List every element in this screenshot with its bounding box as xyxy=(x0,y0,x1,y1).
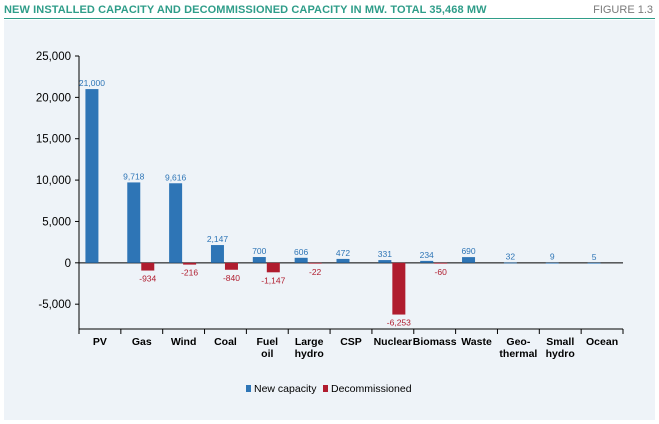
data-label-decommissioned: -216 xyxy=(181,268,198,278)
category-label: Nuclear xyxy=(374,336,413,348)
data-label-decommissioned: -1,147 xyxy=(261,275,285,285)
bar-new-capacity xyxy=(294,257,308,263)
y-tick-label: 10,000 xyxy=(36,175,71,187)
legend-swatch-decommissioned xyxy=(323,385,328,392)
bar-decommissioned xyxy=(224,262,238,270)
bar-decommissioned xyxy=(141,262,155,271)
category-label: PV xyxy=(93,336,107,348)
data-label-new: 9 xyxy=(550,252,555,262)
y-tick-label: -5,000 xyxy=(38,299,71,311)
legend-label-new: New capacity xyxy=(254,383,317,395)
data-label-decommissioned: -840 xyxy=(223,273,240,283)
category-label: Wind xyxy=(171,336,197,348)
bar-decommissioned xyxy=(392,262,406,315)
header-rule xyxy=(4,18,655,19)
data-label-new: 606 xyxy=(294,247,308,257)
category-label: Biomass xyxy=(413,336,457,348)
data-label-new: 32 xyxy=(506,252,516,262)
bar-new-capacity xyxy=(169,183,183,263)
data-label-new: 690 xyxy=(461,246,475,256)
legend-label-decommissioned: Decommissioned xyxy=(331,383,412,395)
chart-header: NEW INSTALLED CAPACITY AND DECOMMISSIONE… xyxy=(4,2,655,18)
bar-new-capacity xyxy=(420,260,434,263)
data-label-decommissioned: -934 xyxy=(139,274,156,284)
data-label-new: 9,616 xyxy=(165,172,187,182)
bar-decommissioned xyxy=(183,262,197,265)
category-label: Large hydro xyxy=(295,336,324,360)
bar-decommissioned xyxy=(308,262,322,264)
figure-number: FIGURE 1.3 xyxy=(593,4,653,16)
category-label: Ocean xyxy=(586,336,618,348)
category-label: Gas xyxy=(132,336,152,348)
bar-new-capacity xyxy=(587,262,601,264)
data-label-new: 2,147 xyxy=(207,234,229,244)
bar-decommissioned xyxy=(434,262,448,264)
category-label: Coal xyxy=(214,336,237,348)
y-tick-label: 25,000 xyxy=(36,51,71,63)
bar-new-capacity xyxy=(252,257,266,263)
bar-new-capacity xyxy=(85,89,99,263)
data-label-new: 21,000 xyxy=(79,78,105,88)
bar-new-capacity xyxy=(210,245,224,263)
category-label: Small hydro xyxy=(546,336,575,360)
legend-swatch-new xyxy=(246,385,251,392)
chart-panel: 25,000 20,000 15,000 10,000 5,000 0 -5,000 PV 21… xyxy=(4,20,655,420)
data-label-decommissioned: -6,253 xyxy=(387,318,411,328)
bar-new-capacity xyxy=(127,182,141,263)
data-label-new: 234 xyxy=(420,250,434,260)
y-tick-label: 15,000 xyxy=(36,134,71,146)
bar-new-capacity xyxy=(378,260,392,263)
bar-decommissioned xyxy=(266,262,280,273)
chart-title: NEW INSTALLED CAPACITY AND DECOMMISSIONE… xyxy=(4,4,487,16)
y-tick-label: 20,000 xyxy=(36,92,71,104)
data-label-decommissioned: -60 xyxy=(435,267,448,277)
data-label-decommissioned: -22 xyxy=(309,267,322,277)
data-label-new: 472 xyxy=(336,248,350,258)
bar-new-capacity xyxy=(545,262,559,264)
data-label-new: 5 xyxy=(592,252,597,262)
category-label: CSP xyxy=(340,336,362,348)
category-label: Geo-thermal xyxy=(499,336,537,360)
category-label: Waste xyxy=(461,336,492,348)
category-label: Fuel oil xyxy=(257,336,279,360)
y-tick-label: 0 xyxy=(65,258,71,270)
data-label-new: 700 xyxy=(252,246,266,256)
data-label-new: 331 xyxy=(378,249,392,259)
bar-new-capacity xyxy=(503,262,517,264)
data-label-new: 9,718 xyxy=(123,171,145,181)
y-tick-label: 5,000 xyxy=(42,216,71,228)
bar-chart: 25,000 20,000 15,000 10,000 5,000 0 -5,000 PV 21… xyxy=(36,51,624,395)
bar-new-capacity xyxy=(336,258,350,263)
bar-new-capacity xyxy=(462,257,476,263)
